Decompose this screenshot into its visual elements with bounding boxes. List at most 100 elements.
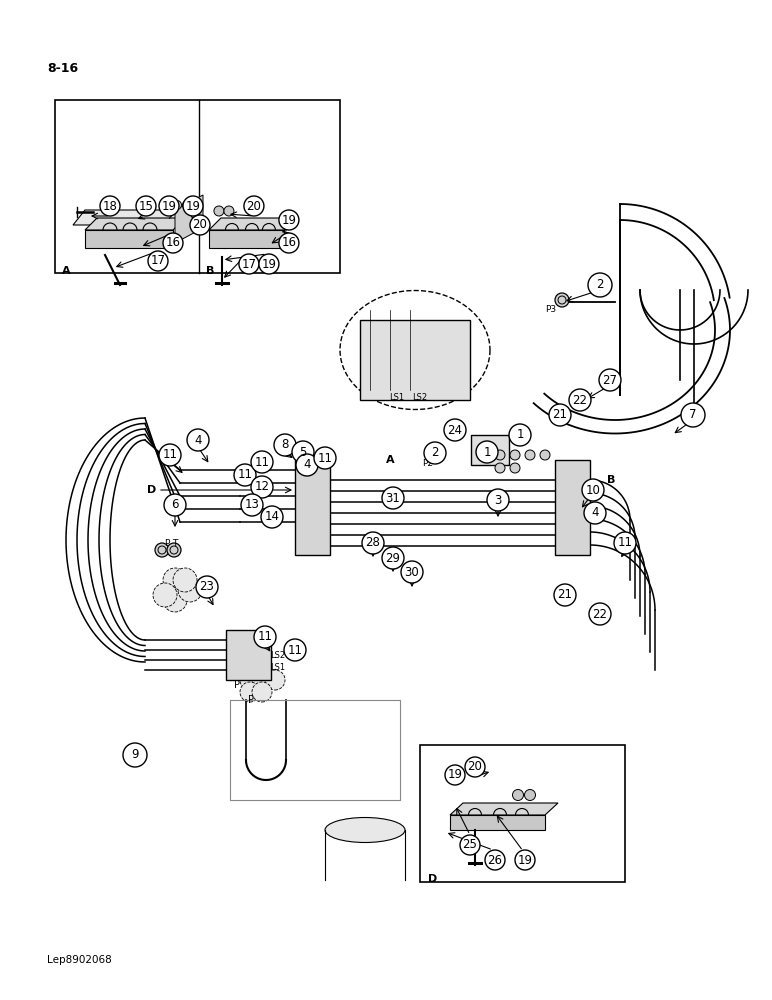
Circle shape [163, 568, 187, 592]
Text: 16: 16 [282, 236, 296, 249]
Text: 25: 25 [462, 838, 477, 852]
Circle shape [487, 489, 509, 511]
Polygon shape [85, 230, 173, 248]
Circle shape [555, 293, 569, 307]
Circle shape [241, 494, 263, 516]
Circle shape [495, 463, 505, 473]
Circle shape [279, 233, 299, 253]
Bar [55, 100, 340, 273]
Text: 18: 18 [103, 200, 117, 213]
Circle shape [599, 369, 621, 391]
Circle shape [252, 682, 272, 702]
Circle shape [183, 196, 203, 216]
Text: 16: 16 [165, 236, 181, 249]
Text: 11: 11 [287, 644, 303, 656]
Circle shape [582, 479, 604, 501]
Text: 21: 21 [553, 408, 567, 422]
Circle shape [554, 584, 576, 606]
Ellipse shape [325, 818, 405, 842]
Polygon shape [209, 218, 296, 230]
Circle shape [214, 206, 224, 216]
Bar [555, 460, 590, 555]
Circle shape [510, 463, 520, 473]
Text: Lep8902068: Lep8902068 [47, 955, 112, 965]
Circle shape [460, 835, 480, 855]
Text: 26: 26 [487, 854, 503, 866]
Text: P: P [164, 538, 170, 548]
Text: 17: 17 [242, 257, 256, 270]
Circle shape [244, 196, 264, 216]
Circle shape [444, 419, 466, 441]
Polygon shape [209, 230, 284, 248]
Text: D: D [428, 874, 437, 884]
Circle shape [284, 639, 306, 661]
Text: 23: 23 [200, 580, 215, 593]
Text: 21: 21 [557, 588, 573, 601]
Text: 11: 11 [162, 448, 178, 462]
Text: 12: 12 [255, 481, 269, 493]
Circle shape [540, 450, 550, 460]
Text: 19: 19 [185, 200, 201, 213]
Text: 2: 2 [596, 278, 604, 292]
Text: 1: 1 [483, 446, 491, 458]
Circle shape [515, 850, 535, 870]
Circle shape [524, 790, 536, 800]
Text: 11: 11 [258, 631, 273, 644]
Circle shape [445, 765, 465, 785]
Circle shape [274, 434, 296, 456]
FancyBboxPatch shape [226, 630, 271, 680]
Text: D: D [147, 485, 157, 495]
Text: 4: 4 [591, 506, 599, 520]
Text: 4: 4 [195, 434, 201, 446]
Circle shape [136, 196, 156, 216]
Circle shape [382, 487, 404, 509]
Text: 19: 19 [448, 768, 462, 782]
Text: 19: 19 [262, 257, 276, 270]
Circle shape [178, 578, 202, 602]
Text: 30: 30 [405, 566, 419, 578]
Text: 17: 17 [151, 254, 165, 267]
Text: 11: 11 [238, 468, 252, 482]
Text: 13: 13 [245, 498, 259, 512]
Circle shape [589, 603, 611, 625]
Text: 27: 27 [602, 373, 618, 386]
Circle shape [240, 682, 260, 702]
Circle shape [164, 494, 186, 516]
Circle shape [159, 196, 179, 216]
Polygon shape [73, 210, 203, 225]
Circle shape [569, 389, 591, 411]
Circle shape [509, 424, 531, 446]
Circle shape [240, 670, 260, 690]
FancyBboxPatch shape [360, 320, 470, 400]
Text: 22: 22 [573, 393, 587, 406]
Text: P: P [248, 695, 254, 705]
Circle shape [362, 532, 384, 554]
Circle shape [681, 403, 705, 427]
Circle shape [173, 568, 197, 592]
Circle shape [172, 200, 181, 210]
Text: 20: 20 [192, 219, 208, 232]
Circle shape [296, 454, 318, 476]
Text: LS2: LS2 [270, 650, 285, 660]
Text: LS1: LS1 [270, 664, 285, 672]
Text: A: A [386, 455, 394, 465]
Circle shape [182, 200, 191, 210]
Circle shape [476, 441, 498, 463]
Circle shape [614, 532, 636, 554]
Text: P3: P3 [545, 306, 556, 314]
Text: A: A [62, 266, 70, 276]
Text: 11: 11 [618, 536, 632, 550]
Circle shape [495, 450, 505, 460]
Circle shape [251, 476, 273, 498]
Circle shape [190, 215, 210, 235]
Text: P2: P2 [422, 458, 433, 468]
Text: 11: 11 [317, 452, 333, 464]
Text: B: B [206, 266, 215, 276]
Text: 19: 19 [282, 214, 296, 227]
Text: 9: 9 [131, 748, 139, 762]
Text: 3: 3 [494, 493, 502, 506]
Circle shape [187, 429, 209, 451]
Bar [420, 745, 625, 882]
Polygon shape [450, 815, 545, 830]
Circle shape [588, 273, 612, 297]
